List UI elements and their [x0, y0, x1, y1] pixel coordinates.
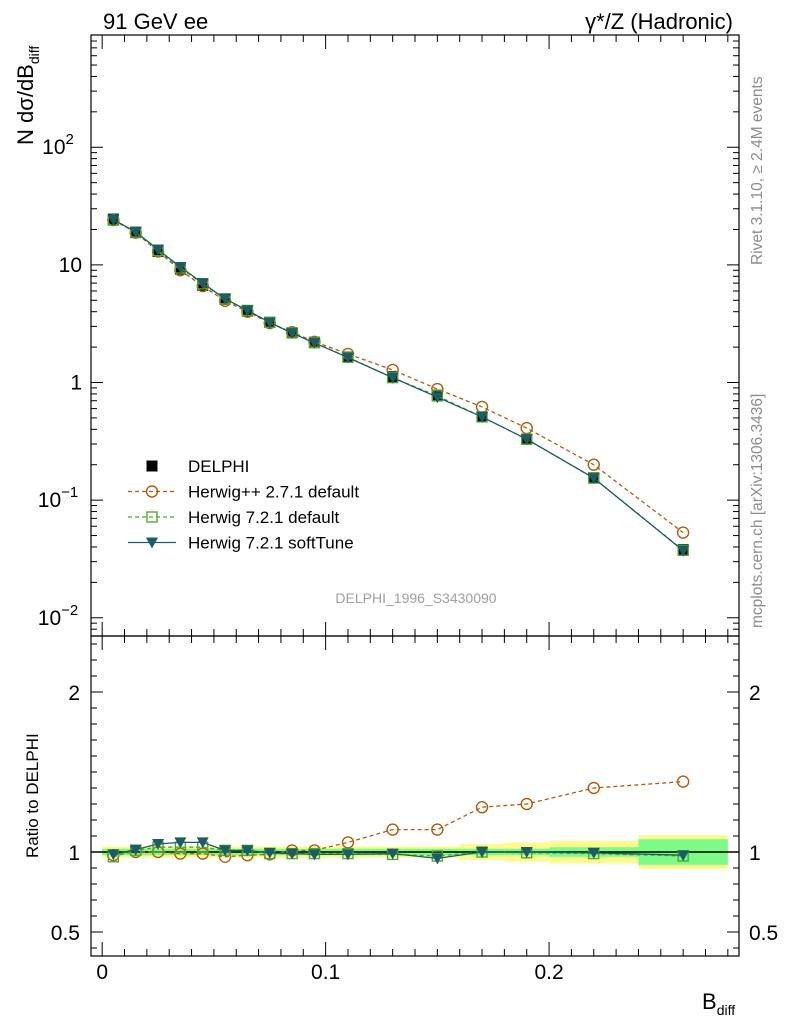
- data-point: [587, 458, 600, 471]
- ratio-data-point: [677, 850, 690, 862]
- ratio-data-point: [107, 849, 120, 861]
- legend-entry: Herwig 7.2.1 softTune: [128, 534, 354, 553]
- legend-label: Herwig++ 2.7.1 default: [188, 483, 359, 502]
- legend-label: Herwig 7.2.1 softTune: [188, 534, 354, 553]
- ratio-data-point: [386, 848, 399, 860]
- main-y-tick-label: 10−2: [38, 602, 78, 630]
- series-herwig-7-2-1-softtune: [107, 214, 690, 557]
- ratio-y-axis-title: Ratio to DELPHI: [23, 733, 42, 858]
- analysis-id-label: DELPHI_1996_S3430090: [335, 590, 496, 606]
- legend-marker: [146, 460, 158, 472]
- data-point: [520, 434, 533, 446]
- ratio-data-point: [476, 847, 489, 858]
- series-delphi: [107, 213, 689, 556]
- data-point: [476, 411, 489, 423]
- ratio-data-point: [341, 836, 355, 849]
- ratio-data-point: [219, 845, 232, 857]
- ratio-data-point: [520, 847, 533, 858]
- legend-label: DELPHI: [188, 457, 249, 476]
- data-point: [341, 352, 354, 364]
- main-y-tick-label: 102: [42, 131, 74, 159]
- data-point: [677, 545, 690, 557]
- chart-title-left: 91 GeV ee: [103, 9, 208, 34]
- data-point: [152, 244, 165, 256]
- ratio-y-tick-label-right: 0.5: [749, 922, 778, 945]
- ratio-data-point: [587, 781, 600, 795]
- ratio-data-point: [341, 849, 354, 861]
- mcplots-reference-label: mcplots.cern.ch [arXiv:1306.3436]: [749, 394, 766, 628]
- ratio-y-tick-label-right: 1: [749, 842, 761, 865]
- ratio-data-point: [129, 844, 142, 856]
- x-axis-title: Bdiff: [702, 989, 735, 1018]
- ratio-data-point: [520, 797, 533, 811]
- data-point: [587, 473, 600, 485]
- ratio-data-point: [196, 837, 209, 849]
- legend-entry: DELPHI: [146, 457, 249, 476]
- data-point: [174, 261, 187, 273]
- legend-label: Herwig 7.2.1 default: [188, 508, 339, 527]
- legend-marker: [146, 511, 158, 523]
- legend-marker: [146, 537, 158, 549]
- data-point: [241, 305, 254, 317]
- ratio-data-point: [308, 849, 321, 861]
- ratio-data-point: [152, 839, 165, 850]
- x-tick-label: 0: [96, 961, 108, 984]
- ratio-series-line: [113, 780, 684, 858]
- chart-title-right: γ*/Z (Hadronic): [585, 9, 733, 34]
- ratio-data-point: [431, 823, 444, 836]
- rivet-version-label: Rivet 3.1.10, ≥ 2.4M events: [749, 76, 766, 265]
- data-point: [107, 214, 120, 226]
- data-point: [196, 278, 209, 290]
- main-y-tick-label: 1: [70, 372, 82, 395]
- ratio-y-tick-label: 0.5: [51, 922, 80, 945]
- ratio-data-point: [587, 847, 600, 859]
- data-point: [263, 317, 276, 329]
- ratio-data-point: [263, 847, 276, 859]
- ratio-uncertainty-bands: [91, 835, 739, 869]
- x-tick-label: 0.1: [311, 961, 340, 984]
- main-axis-ticks: 10−2 10−1 1 10 102: [38, 34, 739, 637]
- data-point: [676, 526, 690, 539]
- ratio-y-tick-label: 2: [68, 682, 80, 705]
- ratio-series-layer: [107, 775, 690, 865]
- ratio-y-tick-label-right: 2: [749, 682, 761, 705]
- x-tick-label: 0.2: [534, 961, 563, 984]
- ratio-data-point: [386, 823, 399, 836]
- data-point: [219, 293, 232, 305]
- ratio-data-point: [286, 848, 299, 860]
- ratio-data-point: [241, 845, 254, 857]
- data-point: [431, 392, 444, 404]
- main-y-tick-label: 10: [59, 254, 82, 277]
- main-y-tick-label: 10−1: [38, 484, 78, 512]
- data-point: [308, 337, 321, 349]
- data-point: [129, 226, 142, 238]
- legend-entry: Herwig++ 2.7.1 default: [128, 483, 359, 502]
- main-series-layer: [107, 213, 690, 557]
- ratio-axis-ticks: 0.5 0.5 1 1 2 2 0 0.1 0.2: [51, 636, 778, 984]
- ratio-panel-frame: [90, 635, 740, 957]
- data-point: [386, 372, 399, 384]
- ratio-data-point: [174, 837, 187, 849]
- main-y-axis-title: N dσ/dBdiff: [13, 46, 42, 145]
- ratio-series-herwig-7-2-1-softtune: [107, 837, 690, 865]
- legend: DELPHI Herwig++ 2.7.1 default Herwig 7.2.1…: [128, 457, 359, 553]
- data-point: [286, 328, 299, 340]
- ratio-data-point: [431, 853, 444, 865]
- ratio-y-tick-label: 1: [68, 842, 80, 865]
- legend-entry: Herwig 7.2.1 default: [128, 508, 339, 527]
- series-herwig-7-2-1-default: [107, 214, 689, 556]
- ratio-data-point: [676, 775, 690, 788]
- ratio-data-point: [475, 801, 489, 814]
- legend-marker: [145, 485, 159, 498]
